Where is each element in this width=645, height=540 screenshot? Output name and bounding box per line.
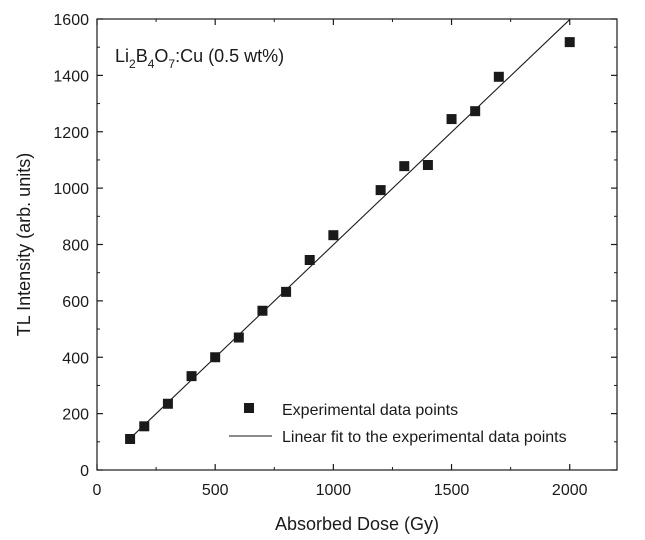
data-point <box>493 71 504 82</box>
data-point <box>281 286 292 297</box>
y-tick-label: 1400 <box>53 68 89 85</box>
y-tick-label: 800 <box>62 238 89 255</box>
legend-marker-square <box>244 403 254 413</box>
data-point <box>470 106 481 117</box>
data-point <box>375 185 386 196</box>
x-tick-label: 1500 <box>434 482 470 499</box>
y-axis-label: TL Intensity (arb. units) <box>14 153 34 336</box>
data-point <box>257 305 268 316</box>
legend-label-fit: Linear fit to the experimental data poin… <box>282 429 567 446</box>
data-point <box>139 421 150 432</box>
annotation-subscript: 4 <box>148 57 155 71</box>
material-annotation: Li2B4O7:Cu (0.5 wt%) <box>115 46 284 71</box>
annotation-text: O <box>154 46 168 66</box>
data-point <box>125 433 136 444</box>
x-tick-label: 1000 <box>316 482 352 499</box>
legend-label-points: Experimental data points <box>282 402 458 419</box>
data-point <box>399 161 410 172</box>
y-tick-label: 1200 <box>53 125 89 142</box>
data-point <box>186 371 197 382</box>
annotation-text: B <box>136 46 148 66</box>
data-point <box>210 352 221 363</box>
data-point <box>422 160 433 171</box>
x-tick-label: 500 <box>202 482 229 499</box>
y-tick-label: 0 <box>80 463 89 480</box>
y-tick-label: 600 <box>62 294 89 311</box>
data-point <box>304 255 315 266</box>
y-tick-label: 200 <box>62 407 89 424</box>
y-tick-label: 1000 <box>53 181 89 198</box>
legend: Experimental data points Linear fit to th… <box>229 402 567 446</box>
x-tick-label: 2000 <box>552 482 588 499</box>
y-tick-label: 1600 <box>53 12 89 29</box>
annotation-subscript: 7 <box>168 57 175 71</box>
annotation-text: :Cu (0.5 wt%) <box>175 46 284 66</box>
annotation-subscript: 2 <box>129 57 136 71</box>
data-points-layer <box>125 37 575 444</box>
data-point <box>162 398 173 409</box>
y-tick-label: 400 <box>62 350 89 367</box>
axis-ticks: 0 500 1000 1500 2000 0 200 400 600 800 1000 1200 140… <box>53 12 617 499</box>
annotation-text: Li <box>115 46 129 66</box>
x-axis-label: Absorbed Dose (Gy) <box>275 514 439 534</box>
data-point <box>446 114 457 125</box>
linear-fit-line <box>129 19 571 439</box>
data-point <box>328 230 339 241</box>
data-point <box>233 332 244 343</box>
data-point <box>564 37 575 48</box>
fit-line-layer <box>129 19 571 439</box>
x-tick-label: 0 <box>93 482 102 499</box>
